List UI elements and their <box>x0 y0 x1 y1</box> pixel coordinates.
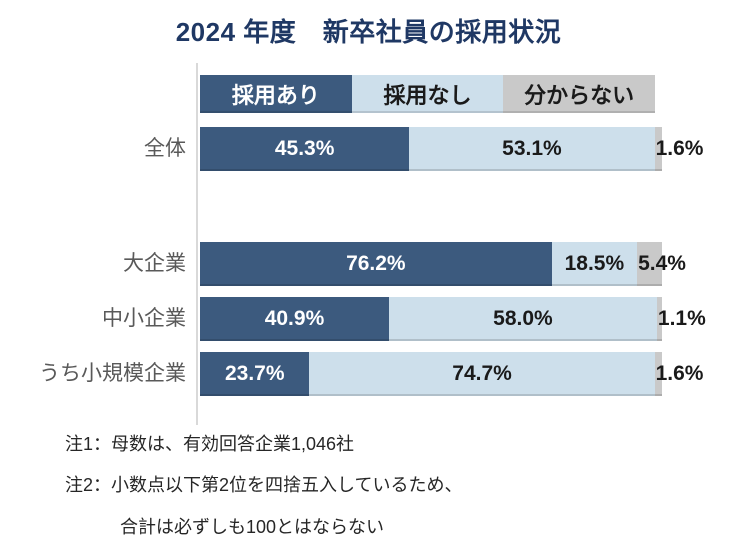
stacked-bar: 76.2% 18.5% 5.4% <box>200 242 686 286</box>
stacked-bar: 45.3% 53.1% 1.6% <box>200 127 703 171</box>
bar-segment-wakaranai: 1.1% <box>656 297 706 341</box>
bar-row-daikigyo: 大企業 76.2% 18.5% 5.4% <box>0 242 737 286</box>
bar-segment-wakaranai: 1.6% <box>654 127 703 171</box>
value-label: 1.6% <box>655 137 704 160</box>
legend-item-saiyo-nashi: 採用なし <box>351 75 504 113</box>
bar-segment-wakaranai: 5.4% <box>637 242 686 286</box>
bar-segment-saiyo-nashi: 18.5% <box>551 242 638 286</box>
footnote-1: 注1：母数は、有効回答企業1,046社 <box>65 434 355 454</box>
chart-title: 2024 年度 新卒社員の採用状況 <box>175 17 562 47</box>
footnote-2: 注2：小数点以下第2位を四捨五入しているため、 <box>65 475 463 495</box>
legend-item-saiyo-ari: 採用あり <box>200 75 352 113</box>
bar-segment-saiyo-ari: 76.2% <box>200 242 552 286</box>
axis-baseline <box>196 63 198 425</box>
value-label: 53.1% <box>502 137 562 160</box>
bar-segment-saiyo-nashi: 53.1% <box>409 127 655 171</box>
category-label: 全体 <box>144 137 186 160</box>
stacked-bar: 23.7% 74.7% 1.6% <box>200 352 703 396</box>
value-label: 1.1% <box>657 307 706 330</box>
category-label: うち小規模企業 <box>39 362 186 385</box>
bar-segment-saiyo-nashi: 74.7% <box>309 352 655 396</box>
category-label: 大企業 <box>123 252 186 275</box>
value-label: 40.9% <box>264 307 325 330</box>
footnote-2-continued: 合計は必ずしも100とはならない <box>120 517 385 537</box>
bar-row-zentai: 全体 45.3% 53.1% 1.6% <box>0 127 737 171</box>
bar-segment-saiyo-ari: 45.3% <box>200 127 410 171</box>
value-label: 18.5% <box>564 252 625 275</box>
value-label: 1.6% <box>655 362 704 385</box>
bar-segment-wakaranai: 1.6% <box>654 352 703 396</box>
bar-segment-saiyo-nashi: 58.0% <box>388 297 657 341</box>
bar-segment-saiyo-ari: 40.9% <box>200 297 389 341</box>
legend: 採用あり 採用なし 分からない <box>200 75 656 113</box>
stacked-bar: 40.9% 58.0% 1.1% <box>200 297 706 341</box>
category-label: 中小企業 <box>102 307 186 330</box>
bar-row-chusho-kigyo: 中小企業 40.9% 58.0% 1.1% <box>0 297 737 341</box>
legend-item-wakaranai: 分からない <box>503 75 656 113</box>
value-label: 76.2% <box>346 252 406 275</box>
legend-label: 分からない <box>524 83 635 108</box>
bar-row-shokibo-kigyo: うち小規模企業 23.7% 74.7% 1.6% <box>0 352 737 396</box>
value-label: 5.4% <box>638 252 686 275</box>
legend-label: 採用あり <box>231 83 320 108</box>
value-label: 23.7% <box>224 362 285 385</box>
legend-label: 採用なし <box>383 83 472 108</box>
value-label: 58.0% <box>493 307 553 330</box>
value-label: 74.7% <box>452 362 512 385</box>
value-label: 45.3% <box>274 137 335 160</box>
bar-segment-saiyo-ari: 23.7% <box>200 352 310 396</box>
